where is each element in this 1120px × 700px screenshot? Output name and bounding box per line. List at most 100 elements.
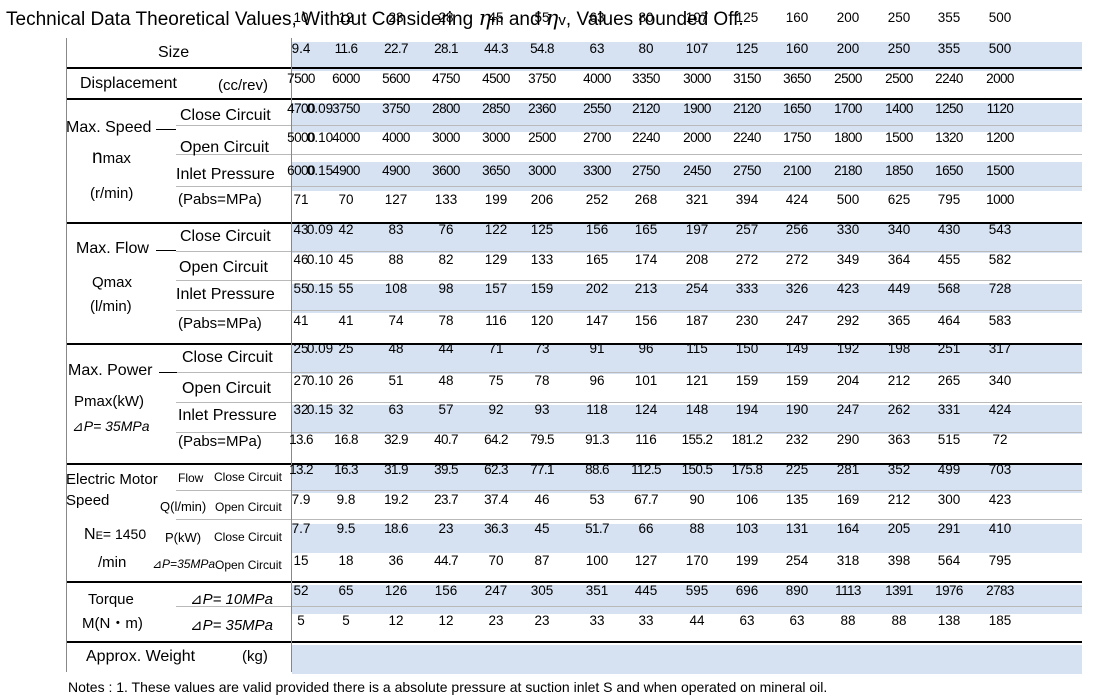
motor-power-open-cell: 36.3 [484, 521, 508, 536]
flow-p010-cell: 208 [685, 252, 709, 267]
displacement-cell: 80 [638, 41, 654, 56]
weight-cell: 44 [689, 613, 705, 628]
inlet-pressure-value: 0.15 [306, 402, 334, 417]
flow-close-cell: 206 [530, 192, 554, 207]
speed-close-circuit-label: Close Circuit [180, 107, 271, 124]
motor-power-close-cell: 37.4 [484, 492, 508, 507]
weight-cell: 23 [488, 613, 504, 628]
motor-power-open-cell: 291 [937, 521, 961, 536]
motor-flow-close-cell: 515 [937, 432, 961, 447]
power-p010-cell: 159 [785, 373, 809, 388]
weight-cell: 23 [534, 613, 550, 628]
ne-value: = 1450 [102, 526, 147, 542]
torque-dp10-cell: 36 [388, 553, 404, 568]
section-divider [66, 67, 1082, 69]
power-p009-cell: 91 [589, 341, 605, 356]
displacement-cell: 500 [988, 41, 1012, 56]
eta-m-symbol: η [478, 6, 492, 30]
eta-v-symbol: η [545, 6, 559, 30]
speed-p009-cell: 1900 [683, 101, 711, 116]
torque-dp35-cell: 595 [685, 583, 709, 598]
flow-p009-cell: 197 [685, 222, 709, 237]
displacement-cell: 9.4 [291, 41, 311, 56]
displacement-cell: 63 [589, 41, 605, 56]
torque-dp35-cell: 52 [293, 583, 309, 598]
flow-p015-cell: 159 [530, 281, 554, 296]
flow-p010-cell: 272 [785, 252, 809, 267]
power-p015-cell: 57 [438, 402, 454, 417]
power-p015-cell: 118 [586, 402, 608, 417]
sizes-cell: 160 [785, 10, 809, 25]
motor-flow-open-label: Open Circuit [215, 500, 282, 514]
motor-flow-open-cell: 88.6 [585, 462, 609, 477]
speed-symbol: nmax [92, 148, 131, 167]
flow-p010-cell: 88 [388, 252, 404, 267]
motor-power-close-cell: 67.7 [634, 492, 658, 507]
power-p010-cell: 96 [589, 373, 605, 388]
ne-subscript: E [95, 530, 103, 542]
speed-p010-cell: 2240 [632, 130, 660, 145]
speed-close-cell: 3150 [733, 71, 761, 86]
sizes-cell: 12 [338, 10, 354, 25]
flow-close-cell: 199 [484, 192, 508, 207]
ne-symbol: N [84, 526, 96, 543]
motor-power-open-cell: 103 [735, 521, 759, 536]
speed-p015-cell: 6000 [287, 163, 315, 178]
torque-dp35-cell: 445 [634, 583, 658, 598]
displacement-cell: 44.3 [484, 41, 508, 56]
weight-cell: 12 [388, 613, 404, 628]
power-p015-cell: 32 [293, 402, 309, 417]
flow-close-cell: 394 [735, 192, 759, 207]
speed-p015-cell: 3650 [482, 163, 510, 178]
weight-cell: 185 [988, 613, 1012, 628]
torque-dp35-cell: 65 [338, 583, 354, 598]
motor-power-open-cell: 88 [689, 521, 705, 536]
shaded-row-band [292, 464, 1082, 493]
motor-power-open-cell: 66 [638, 521, 654, 536]
power-p009-cell: 73 [534, 341, 550, 356]
sizes-cell: 45 [488, 10, 504, 25]
motor-flow-close-cell: 40.7 [434, 432, 458, 447]
power-dp-label: ⊿P= 35MPa [72, 418, 150, 434]
displacement-cell: 200 [836, 41, 860, 56]
sizes-cell: 355 [937, 10, 961, 25]
row-divider [176, 154, 1082, 155]
power-p015-cell: 148 [685, 402, 709, 417]
power-p015-cell: 92 [488, 402, 504, 417]
power-p015-cell: 194 [735, 402, 759, 417]
motor-power-close-cell: 23.7 [434, 492, 458, 507]
speed-close-cell: 2000 [986, 71, 1014, 86]
speed-close-cell: 2500 [885, 71, 913, 86]
torque-dp10-cell: 15 [293, 553, 309, 568]
motor-flow-open-cell: 352 [887, 462, 911, 477]
flow-close-cell: 625 [887, 192, 911, 207]
row-divider [176, 402, 1082, 403]
power-p009-cell: 149 [785, 341, 809, 356]
speed-p015-cell: 4900 [332, 163, 360, 178]
power-close-cell: 74 [388, 313, 404, 328]
motor-flow-open-cell: 77.1 [530, 462, 554, 477]
row-divider [176, 490, 1082, 491]
motor-flow-close-cell: 32.9 [384, 432, 408, 447]
motor-power-close-cell: 46 [534, 492, 550, 507]
torque-dp10-cell: 199 [735, 553, 759, 568]
motor-flow-close-cell: 181.2 [731, 432, 763, 447]
sizes-cell: 23 [388, 10, 404, 25]
speed-p015-cell: 2750 [733, 163, 761, 178]
flow-p015-cell: 326 [785, 281, 809, 296]
displacement-cell: 125 [735, 41, 759, 56]
displacement-cell: 160 [785, 41, 809, 56]
page-title: Technical Data Theoretical Values, Witho… [6, 6, 744, 31]
label-column-divider [291, 38, 292, 672]
motor-flow-open-cell: 175.8 [731, 462, 763, 477]
weight-cell: 88 [840, 613, 856, 628]
torque-dp10-cell: 318 [836, 553, 860, 568]
speed-p009-cell: 3750 [332, 101, 360, 116]
torque-dp10-cell: 18 [338, 553, 354, 568]
flow-p009-cell: 430 [937, 222, 961, 237]
power-close-cell: 187 [685, 313, 709, 328]
section-divider [66, 641, 1082, 643]
motor-power-close-cell: 169 [836, 492, 860, 507]
speed-close-cell: 4750 [432, 71, 460, 86]
motor-flow-close-cell: 363 [887, 432, 911, 447]
